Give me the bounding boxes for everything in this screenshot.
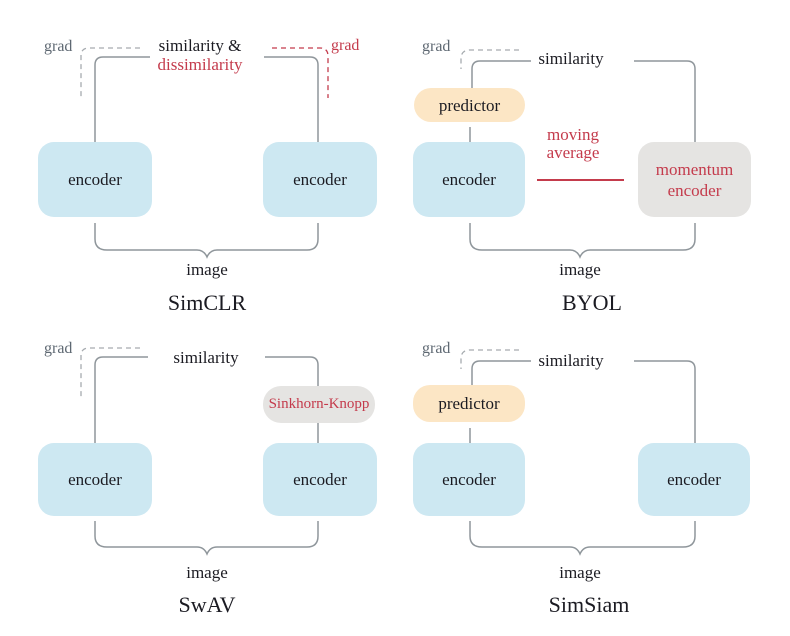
- image-brace: [94, 521, 319, 556]
- image-label: image: [559, 563, 601, 582]
- encoder-to-loss-arrow-right: [634, 360, 696, 443]
- encoder-box-left: encoder: [38, 443, 152, 516]
- grad-arrow-left: [80, 47, 140, 99]
- encoder-box-left: encoder: [38, 142, 152, 217]
- image-label: image: [186, 260, 228, 279]
- panel-byol: grad similarity predictor encoder moment…: [395, 0, 790, 318]
- image-label: image: [559, 260, 601, 279]
- predictor-box: predictor: [414, 88, 525, 122]
- sinkhorn-to-loss-arrow: [265, 356, 319, 386]
- panel-swav: grad similarity Sinkhorn-Knopp encoder e…: [0, 318, 395, 636]
- grad-label: grad: [44, 340, 73, 357]
- grad-arrow: [80, 347, 140, 399]
- encoder-box-left: encoder: [413, 443, 525, 516]
- encoder-to-loss-arrow-left: [94, 56, 150, 142]
- simclr-arrows: [80, 47, 329, 259]
- similarity-label: similarity &: [158, 36, 242, 55]
- loss-label: similarity: [538, 351, 604, 370]
- encoder-to-loss-arrow-left: [94, 356, 148, 443]
- dissimilarity-label: dissimilarity: [157, 55, 243, 74]
- panel-simsiam: grad similarity predictor encoder encode…: [395, 318, 790, 636]
- panel-title-byol: BYOL: [562, 290, 622, 315]
- loss-label: similarity: [173, 348, 239, 367]
- grad-label: grad: [422, 38, 451, 55]
- momentum-encoder-box: momentum encoder: [638, 142, 751, 217]
- predictor-to-loss-arrow: [471, 60, 531, 88]
- panel-title-swav: SwAV: [178, 592, 236, 617]
- panel-title-simclr: SimCLR: [167, 290, 247, 315]
- moving-average-label: moving average: [546, 125, 600, 162]
- simsiam-arrows: [460, 349, 696, 556]
- grad-arrow-right: [272, 47, 329, 98]
- image-label: image: [186, 563, 228, 582]
- loss-label: similarity & dissimilarity: [130, 36, 270, 74]
- image-brace: [469, 521, 696, 556]
- panel-simclr: grad grad similarity & dissimilarity enc…: [0, 0, 395, 318]
- predictor-to-loss-arrow: [471, 360, 531, 385]
- loss-label: similarity: [538, 49, 604, 68]
- byol-arrows: [460, 49, 696, 259]
- encoder-to-loss-arrow-right: [264, 56, 319, 142]
- encoder-box-right: encoder: [263, 142, 377, 217]
- predictor-box: predictor: [413, 385, 525, 422]
- momentum-to-loss-arrow: [634, 60, 696, 142]
- grad-arrow: [460, 49, 519, 69]
- panel-title-simsiam: SimSiam: [548, 592, 630, 617]
- sinkhorn-knopp-box: Sinkhorn-Knopp: [263, 386, 375, 423]
- encoder-box-right: encoder: [263, 443, 377, 516]
- encoder-box: encoder: [413, 142, 525, 217]
- image-brace: [94, 223, 319, 259]
- image-brace: [469, 223, 696, 259]
- grad-arrow: [460, 349, 519, 369]
- grad-label: grad: [422, 340, 451, 357]
- encoder-box-right: encoder: [638, 443, 750, 516]
- swav-arrows: [80, 347, 319, 556]
- grad-label-left: grad: [44, 38, 73, 55]
- grad-label-right: grad: [331, 37, 360, 54]
